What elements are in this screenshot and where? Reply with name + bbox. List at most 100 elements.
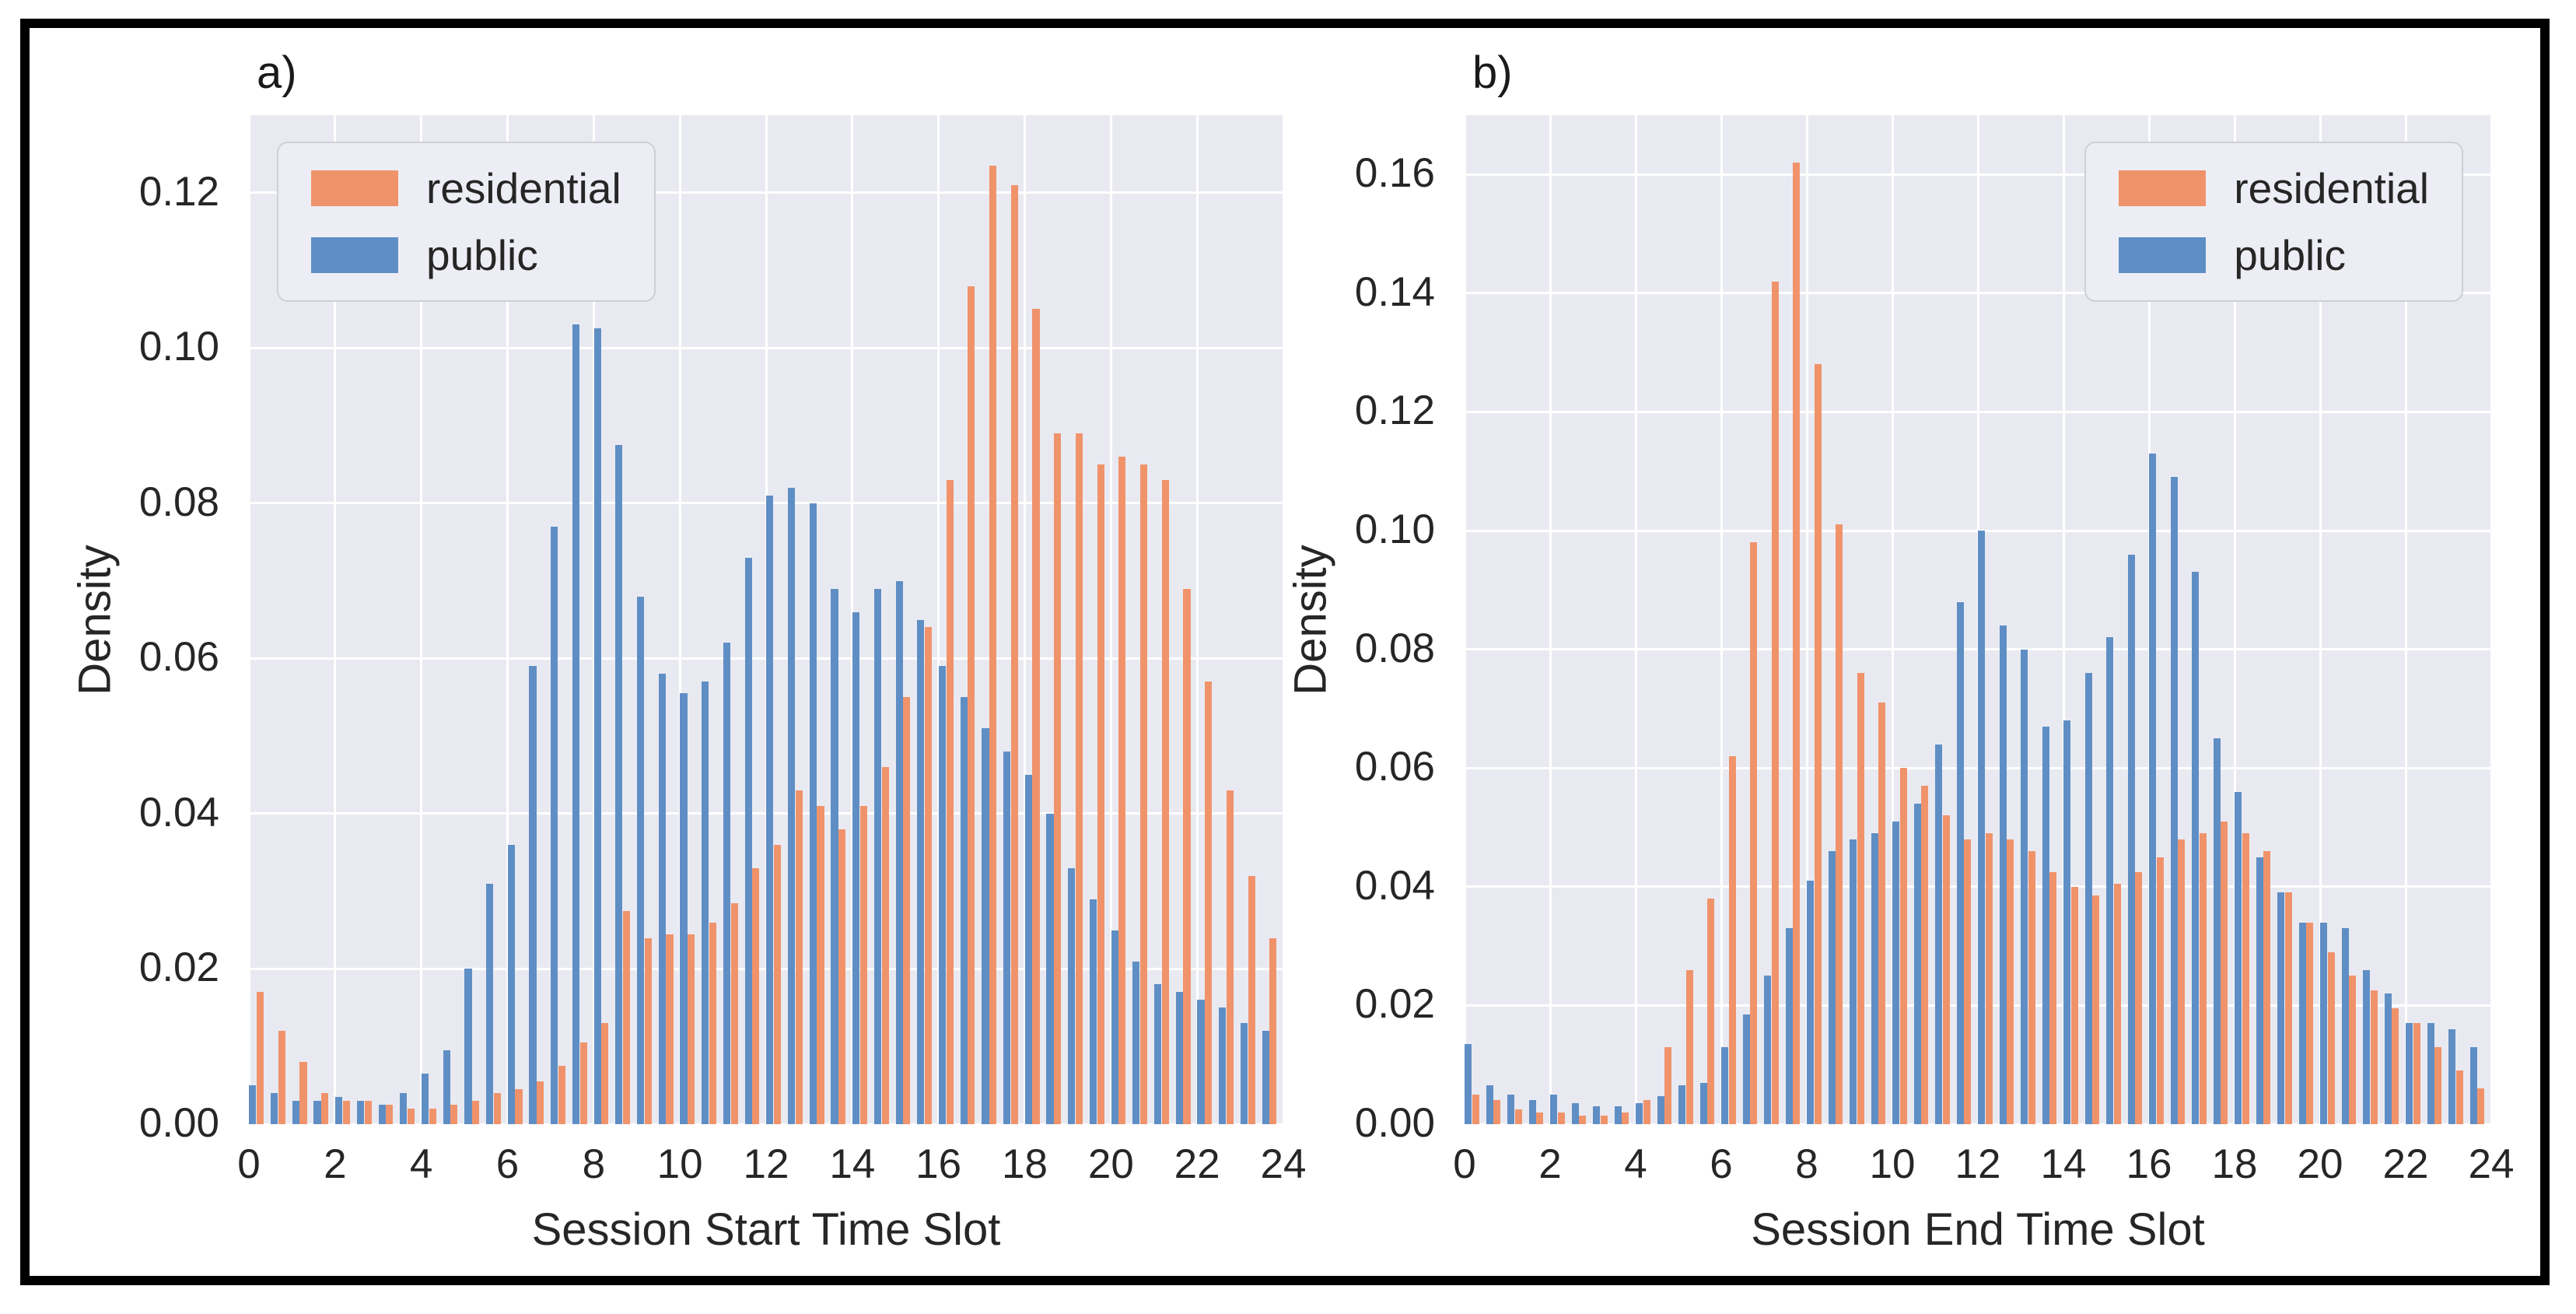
bar-residential-5: [472, 1101, 480, 1124]
x-gridline: [937, 115, 940, 1124]
bar-public-10: [1892, 821, 1900, 1124]
bar-residential-9.5: [666, 934, 674, 1124]
bar-public-17: [2192, 572, 2200, 1124]
bar-public-11: [723, 643, 730, 1124]
bar-public-8.5: [615, 445, 623, 1124]
x-tick-label: 10: [1869, 1141, 1916, 1187]
bar-residential-8: [601, 1023, 609, 1124]
legend-entry-public: public: [311, 232, 621, 279]
x-gridline: [851, 115, 854, 1124]
bar-public-1.5: [1528, 1100, 1536, 1124]
bar-residential-15: [903, 697, 911, 1124]
bar-public-20: [1111, 930, 1118, 1124]
bar-residential-11: [730, 902, 738, 1124]
bar-public-3.5: [400, 1093, 408, 1124]
x-tick-label: 18: [1002, 1141, 1048, 1187]
x-gridline: [2062, 115, 2065, 1124]
legend-swatch-public: [311, 237, 398, 273]
bar-residential-17: [989, 165, 997, 1124]
bar-residential-6: [515, 1089, 523, 1124]
bar-residential-3: [386, 1105, 394, 1124]
bar-public-14: [852, 611, 860, 1124]
x-gridline: [249, 115, 250, 1124]
bar-public-9: [637, 596, 645, 1124]
bar-public-3: [378, 1105, 386, 1124]
bar-residential-2.5: [1579, 1115, 1587, 1124]
bar-residential-23: [1248, 875, 1255, 1124]
bar-public-11.5: [744, 557, 752, 1124]
bar-public-21: [2363, 969, 2371, 1124]
bar-residential-19: [2284, 892, 2292, 1124]
bar-residential-20: [1118, 457, 1126, 1124]
bar-residential-1.5: [321, 1093, 329, 1124]
panel-b-title: b): [1472, 47, 1513, 98]
bar-residential-11: [1942, 815, 1950, 1124]
bar-public-15: [2106, 637, 2114, 1124]
bar-residential-2: [1557, 1112, 1565, 1124]
bar-residential-10: [688, 934, 695, 1124]
x-gridline: [2233, 115, 2236, 1124]
y-tick-label: 0.04: [138, 789, 219, 836]
bar-public-14.5: [2084, 673, 2092, 1124]
legend-entry-residential: residential: [311, 165, 621, 212]
bar-residential-15.5: [924, 627, 933, 1124]
bar-public-23: [1240, 1023, 1248, 1124]
bar-residential-17: [2199, 833, 2207, 1124]
x-tick-label: 24: [2468, 1141, 2515, 1187]
x-tick-label: 20: [1087, 1141, 1134, 1187]
bar-residential-12: [773, 844, 782, 1124]
bar-public-18.5: [2256, 857, 2263, 1124]
bar-public-19.5: [2298, 922, 2306, 1124]
panel-b-plot-area: [1465, 115, 2491, 1124]
bar-residential-14.5: [881, 767, 889, 1124]
bar-residential-18.5: [1054, 433, 1062, 1124]
x-gridline: [2404, 115, 2407, 1124]
y-tick-label: 0.00: [138, 1100, 219, 1146]
bar-public-14.5: [873, 588, 881, 1124]
bar-public-22.5: [1219, 1007, 1227, 1124]
bar-residential-23: [2455, 1070, 2463, 1124]
bar-residential-0: [1472, 1094, 1479, 1124]
x-tick-label: 2: [324, 1141, 347, 1187]
x-tick-label: 16: [2126, 1141, 2172, 1187]
bar-residential-22: [2413, 1023, 2420, 1124]
bar-public-11: [1935, 744, 1943, 1124]
y-tick-label: 0.14: [1354, 268, 1435, 315]
bar-residential-20.5: [1140, 464, 1148, 1124]
bar-public-16: [938, 666, 947, 1124]
bar-residential-19.5: [2306, 922, 2314, 1124]
bar-residential-0.5: [278, 1031, 285, 1124]
legend-label-residential: residential: [2234, 164, 2429, 212]
bar-public-7: [551, 526, 558, 1124]
bar-residential-2.5: [364, 1101, 372, 1124]
y-tick-label: 0.12: [138, 168, 219, 215]
legend-swatch-residential: [2119, 170, 2207, 206]
bar-public-23.5: [1262, 1031, 1269, 1124]
bar-residential-23.5: [1269, 937, 1277, 1124]
x-tick-label: 16: [915, 1141, 962, 1187]
bar-public-0: [1465, 1044, 1472, 1124]
bar-public-9: [1850, 839, 1857, 1124]
legend-swatch-public: [2119, 237, 2207, 273]
bar-residential-21.5: [1183, 588, 1191, 1124]
y-tick-label: 0.04: [1354, 862, 1435, 909]
y-tick-label: 0.06: [138, 634, 219, 681]
bar-public-16: [2149, 453, 2157, 1124]
x-gridline: [1024, 115, 1026, 1124]
bar-residential-17.5: [2221, 821, 2228, 1124]
bar-public-4.5: [1657, 1096, 1664, 1124]
bar-public-10: [680, 693, 688, 1124]
bar-public-9.5: [1871, 833, 1878, 1124]
bar-public-20.5: [2341, 928, 2349, 1124]
x-tick-label: 6: [495, 1141, 520, 1187]
bar-public-22: [1197, 1000, 1205, 1124]
bar-public-1.5: [313, 1101, 321, 1124]
bar-residential-13: [817, 805, 824, 1124]
bar-public-19.5: [1089, 899, 1097, 1124]
bar-residential-13.5: [838, 829, 846, 1124]
x-gridline: [678, 115, 681, 1124]
y-tick-label: 0.10: [1354, 506, 1435, 553]
bar-residential-0: [256, 992, 264, 1124]
x-tick-label: 12: [743, 1141, 789, 1187]
